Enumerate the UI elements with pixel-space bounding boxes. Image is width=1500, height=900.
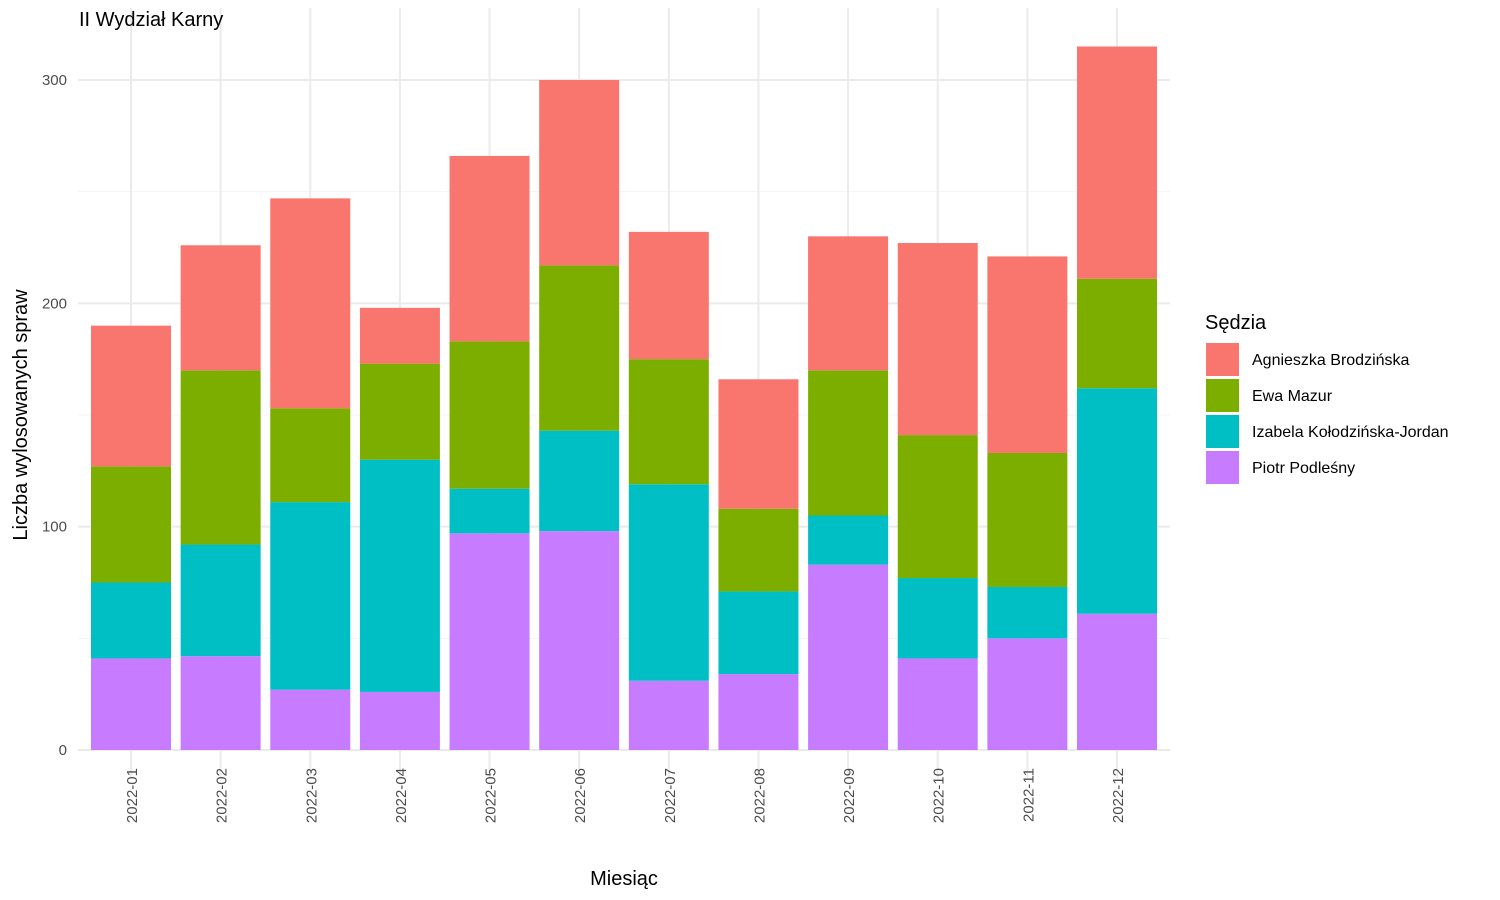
bar-segment <box>897 243 978 436</box>
bar-segment <box>449 533 530 750</box>
legend-label: Agnieszka Brodzińska <box>1252 352 1410 369</box>
bar-segment <box>718 379 799 509</box>
bar-segment <box>359 459 440 692</box>
legend-key <box>1206 343 1239 376</box>
legend-key <box>1206 415 1239 448</box>
legend-key <box>1206 451 1239 484</box>
bar-segment <box>180 370 261 545</box>
legend-key <box>1206 379 1239 412</box>
bar-segment <box>1077 388 1157 614</box>
x-tick-label: 2022-07 <box>662 768 679 823</box>
bar-segment <box>1077 46 1157 279</box>
bar-segment <box>91 658 171 750</box>
axis-layer: 0 100 200 300 2022-01 2022-02 2022-03 2022-04 20… <box>42 72 1127 823</box>
bar-segment <box>718 674 799 750</box>
bar-segment <box>808 564 889 750</box>
bar-segment <box>718 591 799 675</box>
bar-segment <box>270 198 351 409</box>
bar-segment <box>359 307 440 364</box>
bar-segment <box>897 578 978 659</box>
bar-segment <box>359 691 440 750</box>
bar-segment <box>1077 613 1157 750</box>
bar-segment <box>628 231 709 360</box>
bar-segment <box>270 689 351 750</box>
bar-segment <box>91 466 171 583</box>
x-tick-label: 2022-02 <box>214 768 231 823</box>
bar-segment <box>808 515 889 565</box>
y-tick-label: 200 <box>42 295 67 312</box>
bar-segment <box>539 531 620 750</box>
bar-segment <box>987 452 1068 587</box>
bar-segment <box>449 341 530 489</box>
bar-segment <box>449 488 530 534</box>
x-tick-label: 2022-06 <box>572 768 589 823</box>
bar-segment <box>718 508 799 592</box>
bar-segment <box>897 435 978 579</box>
x-tick-label: 2022-10 <box>931 768 948 823</box>
x-tick-label: 2022-09 <box>841 768 858 823</box>
bar-segment <box>270 502 351 690</box>
bar-segment <box>808 236 889 371</box>
bar-segment <box>539 265 620 431</box>
x-tick-label: 2022-04 <box>393 768 410 823</box>
bar-segment <box>628 359 709 485</box>
bar-segment <box>91 325 171 467</box>
bar-segment <box>808 370 889 516</box>
bar-segment <box>180 544 261 657</box>
legend: Sędzia Agnieszka Brodzińska Ewa Mazur Izab… <box>1205 312 1449 484</box>
bar-segment <box>359 363 440 460</box>
y-tick-label: 0 <box>59 742 67 759</box>
bar-segment <box>897 658 978 750</box>
x-tick-label: 2022-05 <box>483 768 500 823</box>
bar-segment <box>539 80 620 266</box>
bar-segment <box>449 155 530 342</box>
x-tick-label: 2022-08 <box>751 768 768 823</box>
legend-label: Izabela Kołodzińska-Jordan <box>1252 424 1449 441</box>
y-tick-label: 300 <box>42 72 67 89</box>
x-tick-label: 2022-03 <box>303 768 320 823</box>
x-tick-label: 2022-11 <box>1020 768 1037 822</box>
x-axis-title: Miesiąc <box>590 868 658 890</box>
bar-segment <box>987 256 1068 453</box>
legend-title: Sędzia <box>1205 312 1267 334</box>
y-tick-label: 100 <box>42 519 67 536</box>
bar-segment <box>539 430 620 532</box>
legend-label: Ewa Mazur <box>1252 388 1333 405</box>
bars-layer <box>91 46 1157 750</box>
bar-segment <box>180 245 261 371</box>
bar-segment <box>180 656 261 750</box>
bar-segment <box>1077 278 1157 389</box>
x-tick-label: 2022-12 <box>1110 768 1127 823</box>
bar-segment <box>628 484 709 681</box>
bar-segment <box>987 586 1068 639</box>
y-axis-title: Liczba wylosowanych spraw <box>10 289 32 541</box>
bar-segment <box>270 408 351 503</box>
bar-segment <box>987 638 1068 750</box>
x-tick-label: 2022-01 <box>124 768 141 823</box>
bar-segment <box>91 582 171 659</box>
legend-label: Piotr Podleśny <box>1252 460 1355 477</box>
chart-title: II Wydział Karny <box>79 9 223 31</box>
bar-segment <box>628 680 709 750</box>
